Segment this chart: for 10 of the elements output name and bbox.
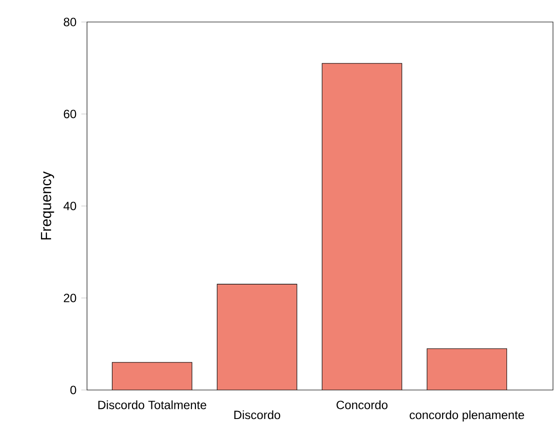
x-tick-label: Discordo Totalmente [98, 400, 206, 410]
y-tick-label: 0 [70, 386, 76, 394]
y-tick-label: 20 [64, 294, 76, 302]
x-tick-label: Concordo [336, 400, 388, 410]
x-tick-label: concordo plenamente [410, 410, 524, 422]
x-tick-label: Discordo [234, 410, 280, 420]
y-tick-label: 40 [64, 202, 76, 210]
y-axis-title: Frequency [40, 171, 54, 240]
y-tick-label: 60 [64, 110, 76, 118]
y-tick-label: 80 [64, 18, 76, 26]
